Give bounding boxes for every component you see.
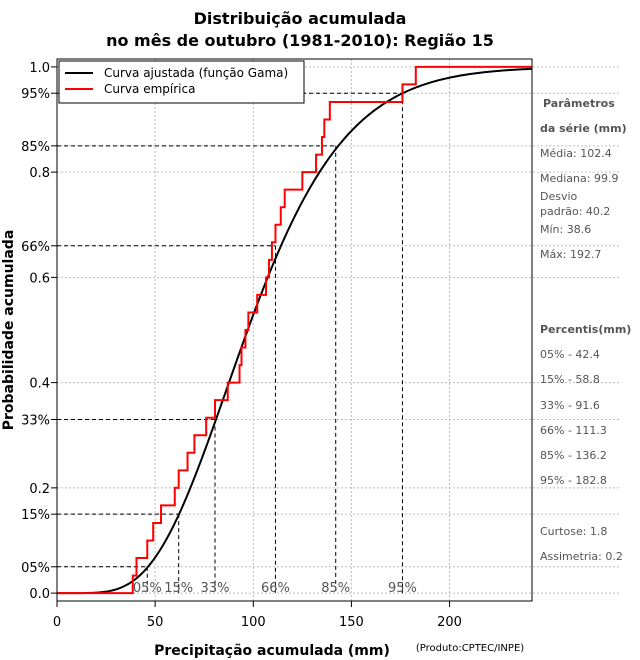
percentile-x-label: 66% [261, 581, 290, 596]
y-tick-label: 66% [21, 240, 50, 255]
percentis-title: Percentis(mm) [540, 323, 631, 336]
param-media: Média: 102.4 [540, 147, 612, 160]
y-tick-label: 05% [21, 561, 50, 576]
x-tick-label: 50 [147, 615, 164, 630]
percentil-05: 05% - 42.4 [540, 348, 600, 361]
plot-frame [56, 58, 533, 602]
series-parameters-panel: Parâmetros da série (mm) Média: 102.4 Me… [540, 97, 631, 563]
param-curtose: Curtose: 1.8 [540, 525, 607, 538]
y-axis: 0.0 05% 15% 0.2 33% 0.4 0.6 66% 0.8 85% 95% 1.0 [21, 61, 57, 602]
y-tick-label: 95% [21, 87, 50, 102]
params-title-line-2: da série (mm) [540, 122, 627, 135]
param-desvio-line-2: padrão: 40.2 [540, 205, 610, 218]
param-assimetria: Assimetria: 0.2 [540, 550, 623, 563]
param-mediana: Mediana: 99.9 [540, 172, 618, 185]
y-tick-label: 33% [21, 413, 50, 428]
y-tick-label: 0.8 [29, 166, 50, 181]
chart-title-line-2: no mês de outubro (1981-2010): Região 15 [106, 31, 494, 50]
percentile-x-label: 95% [388, 581, 417, 596]
percentile-x-label: 33% [201, 581, 230, 596]
percentil-85: 85% - 136.2 [540, 449, 607, 462]
percentile-x-label: 85% [321, 581, 350, 596]
legend-label-fit: Curva ajustada (função Gama) [104, 66, 288, 80]
x-tick-label: 200 [437, 615, 462, 630]
y-tick-label: 85% [21, 140, 50, 155]
y-tick-label: 0.0 [29, 587, 50, 602]
percentile-x-label: 15% [164, 581, 193, 596]
x-axis-title: Precipitação acumulada (mm) [154, 643, 390, 659]
y-tick-label: 1.0 [29, 61, 50, 76]
chart-title-line-1: Distribuição acumulada [194, 9, 407, 28]
legend-box [58, 60, 305, 104]
y-tick-label: 15% [21, 508, 50, 523]
product-credit: (Produto:CPTEC/INPE) [416, 643, 524, 654]
x-tick-label: 0 [53, 615, 61, 630]
x-axis: 0 50 100 150 200 [53, 601, 462, 630]
param-max: Máx: 192.7 [540, 248, 601, 261]
y-tick-label: 0.4 [29, 377, 50, 392]
percentil-95: 95% - 182.8 [540, 474, 607, 487]
percentil-33: 33% - 91.6 [540, 399, 600, 412]
percentil-15: 15% - 58.8 [540, 373, 600, 386]
param-desvio-line-1: Desvio [540, 190, 578, 203]
x-tick-label: 150 [339, 615, 364, 630]
fitted-gamma-curve [57, 67, 533, 595]
params-title-line-1: Parâmetros [543, 97, 615, 110]
percentile-reference-lines [57, 92, 403, 594]
x-tick-label: 100 [241, 615, 266, 630]
y-tick-label: 0.2 [29, 482, 50, 497]
param-min: Mín: 38.6 [540, 223, 591, 236]
grid [56, 59, 620, 601]
curves [56, 65, 533, 595]
y-axis-title: Probabilidade acumulada [1, 230, 17, 431]
y-tick-label: 0.6 [29, 271, 50, 286]
percentile-x-labels: 05% 15% 33% 66% 85% 95% [133, 581, 417, 596]
percentil-66: 66% - 111.3 [540, 424, 607, 437]
legend: Curva ajustada (função Gama) Curva empír… [58, 60, 305, 104]
empirical-step-curve [56, 65, 532, 595]
legend-label-empirical: Curva empírica [104, 82, 195, 96]
percentile-x-label: 05% [133, 581, 162, 596]
